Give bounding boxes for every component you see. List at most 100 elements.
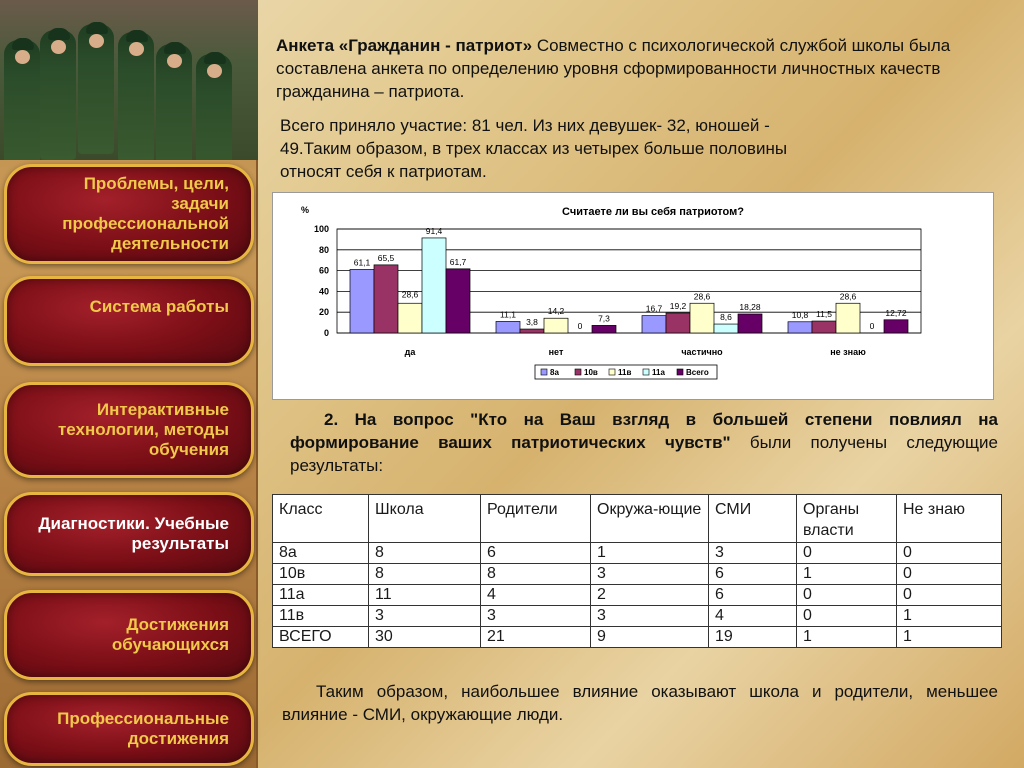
bar [689,302,715,334]
table-cell: 21 [480,626,591,648]
table-cell: 11 [368,584,481,606]
y-tick-label: 40 [319,286,329,296]
table-cell: 8а [272,542,369,564]
nav-work-system[interactable]: Система работы [4,276,254,366]
header-media: СМИ [708,494,797,543]
table-cell: 1 [590,542,709,564]
table-cell: 6 [708,584,797,606]
table-cell: 1 [796,626,897,648]
table-cell: 3 [480,605,591,627]
table-cell: 3 [590,563,709,585]
data-label: 0 [870,321,875,331]
nav-interactive-technologies[interactable]: Интерактивные технологии, методы обучени… [4,382,254,478]
chart-svg: Считаете ли вы себя патриотом?% 0 20 40 60 80… [301,205,922,380]
data-label: 28,6 [402,289,419,299]
table-cell: 8 [368,563,481,585]
table-cell: 0 [896,563,1002,585]
patriot-chart: Считаете ли вы себя патриотом?% 0 20 40 60 80… [272,192,994,400]
table-cell: 3 [590,605,709,627]
bar [665,312,691,334]
table-cell: ВСЕГО [272,626,369,648]
y-tick-label: 20 [319,307,329,317]
bar [737,313,763,334]
conclusion-paragraph: Таким образом, наибольшее влияние оказыв… [282,682,998,724]
data-label: 18,28 [739,302,761,312]
legend-swatch [574,368,582,376]
legend-box [534,364,718,380]
soldier-figure [78,22,114,154]
data-label: 7,3 [598,313,610,323]
sidebar: Проблемы, цели, задачи профессиональной … [0,0,258,768]
table-row: 10в 8 8 3 6 1 0 [272,563,1002,585]
table-cell: 9 [590,626,709,648]
table-cell: 6 [708,563,797,585]
nav-label: Проблемы, цели, задачи профессиональной … [62,174,229,253]
x-tick-label: да [405,347,417,357]
data-label: 3,8 [526,317,538,327]
data-label: 8,6 [720,312,732,322]
header-authorities: Органы власти [796,494,897,543]
y-tick-label: 100 [314,224,329,234]
table-cell: 0 [796,542,897,564]
y-tick-label: 0 [324,328,329,338]
nav-label: Профессиональные достижения [57,709,229,748]
nav-label: Диагностики. Учебные результаты [38,514,229,553]
plot-area [336,228,922,334]
bar [787,321,813,334]
table-cell: 4 [480,584,591,606]
data-label: 19,2 [670,301,687,311]
soldier-figure [118,30,154,160]
bar [349,269,375,334]
question2-prefix: 2. На вопрос "Кто на Ваш взгляд в больше… [290,410,998,452]
header-parents: Родители [480,494,591,543]
legend-swatch [642,368,650,376]
legend-label: 10в [584,368,598,377]
chart-title: Считаете ли вы себя патриотом? [562,206,744,218]
nav-problems-goals[interactable]: Проблемы, цели, задачи профессиональной … [4,164,254,264]
bar [397,302,423,334]
bar [591,325,617,334]
table-cell: 11а [272,584,369,606]
data-label: 14,2 [548,306,565,316]
soldier-figure [196,52,232,160]
header-class: Класс [272,494,369,543]
legend-swatch [608,368,616,376]
table-row: 11а 11 4 2 6 0 0 [272,584,1002,606]
table-cell: 19 [708,626,797,648]
legend-label: 8а [550,368,559,377]
data-label: 91,4 [426,226,443,236]
table-cell: 1 [896,605,1002,627]
x-tick-label: частично [681,347,723,357]
table-cell: 0 [896,584,1002,606]
nav-professional-achievements[interactable]: Профессиональные достижения [4,692,254,766]
nav-label: Интерактивные технологии, методы обучени… [57,400,229,459]
nav-diagnostics[interactable]: Диагностики. Учебные результаты [4,492,254,576]
bar [641,315,667,334]
bar [713,323,739,334]
table-row: ВСЕГО 30 21 9 19 1 1 [272,626,1002,648]
table-header-row: Класс Школа Родители Окружа-ющие СМИ Орг… [272,494,1002,543]
nav-student-achievements[interactable]: Достижения обучающихся [4,590,254,680]
participation-paragraph: Всего приняло участие: 81 чел. Из них де… [280,116,788,181]
table-cell: 2 [590,584,709,606]
bar [811,320,837,334]
bar [421,237,447,334]
soldier-figure [40,28,76,160]
table-cell: 3 [368,605,481,627]
soldier-figure [4,38,40,160]
bar [373,264,399,334]
table-cell: 30 [368,626,481,648]
table-cell: 0 [796,605,897,627]
main-content: Анкета «Гражданин - патриот» Совместно с… [260,0,1024,768]
y-axis-label: % [301,205,309,215]
table-cell: 0 [896,542,1002,564]
legend-label: 11а [652,368,665,377]
x-tick-label: нет [549,347,564,357]
header-others: Окружа-ющие [590,494,709,543]
data-label: 10,8 [792,310,809,320]
table-cell: 8 [368,542,481,564]
nav-label: Система работы [89,297,229,316]
survey-title: Анкета «Гражданин - патриот» [276,36,533,55]
data-label: 11,5 [816,309,832,319]
table-cell: 6 [480,542,591,564]
